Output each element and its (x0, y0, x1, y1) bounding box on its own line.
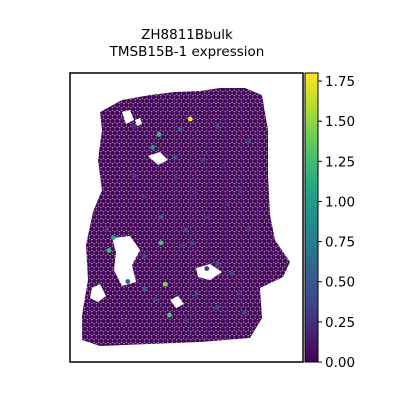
colorbar-tick-label: 1.00 (325, 194, 355, 210)
expression-spot (204, 266, 210, 271)
expression-spot (194, 188, 199, 194)
expression-spot (183, 227, 189, 233)
expression-spot (167, 312, 172, 318)
colorbar-tick-label: 0.25 (325, 315, 355, 331)
hole-top-small (135, 118, 142, 126)
hole-lower-left (90, 284, 106, 302)
expression-spot (183, 317, 189, 323)
expression-spot (229, 271, 235, 277)
expression-spot (235, 292, 241, 297)
colorbar-tick-label: 1.25 (325, 154, 355, 170)
expression-spot (156, 132, 162, 137)
expression-spot (142, 194, 147, 199)
expression-spot (142, 286, 147, 292)
colorbar-ticks: 0.00 0.25 0.50 0.75 1.00 1.25 1.50 1.75 (318, 74, 355, 371)
expression-spot (237, 188, 243, 194)
expression-spot (125, 279, 131, 284)
expression-spot (241, 310, 247, 315)
colorbar (304, 72, 319, 363)
expression-spot (158, 214, 164, 220)
hole-upper (148, 152, 168, 165)
expression-spot (142, 253, 147, 259)
expression-spot (179, 243, 185, 248)
expression-spot (214, 304, 220, 310)
expression-spot (214, 124, 220, 130)
hole-top (122, 110, 134, 124)
expression-spot (121, 317, 126, 323)
expression-spot (104, 227, 110, 233)
expression-spot (187, 116, 193, 122)
expression-spot (221, 163, 226, 168)
hole-lower-mid (170, 296, 184, 308)
colorbar-tick-label: 0.00 (325, 355, 355, 371)
spot-layer (104, 116, 251, 323)
expression-spot (173, 175, 179, 181)
expression-spot (162, 281, 168, 287)
colorbar-tick-label: 1.50 (325, 114, 355, 130)
expression-spot (246, 139, 251, 145)
hole-left (112, 236, 140, 286)
expression-spot (177, 126, 183, 132)
hole-right (196, 264, 222, 280)
colorbar-tick-label: 0.50 (325, 275, 355, 291)
expression-spot (110, 235, 116, 241)
expression-spot (150, 144, 156, 150)
expression-spot (158, 240, 164, 246)
expression-spot (131, 124, 137, 130)
colorbar-tick-label: 0.75 (325, 235, 355, 251)
expression-spot (131, 173, 137, 179)
expression-spot (152, 297, 158, 302)
expression-spot (246, 227, 251, 233)
expression-spot (204, 214, 210, 220)
chart-title-line1: ZH8811Bbulk (141, 27, 233, 43)
chart-title-line2: TMSB15B-1 expression (109, 44, 265, 60)
expression-spot (173, 155, 179, 161)
expression-spot (200, 157, 206, 163)
expression-spot (106, 248, 112, 253)
expression-spot (194, 292, 199, 297)
expression-spot (225, 201, 231, 207)
expression-spot (189, 240, 195, 246)
expression-spot (214, 261, 220, 266)
tissue-holes (90, 110, 222, 308)
colorbar-tick-label: 1.75 (325, 74, 355, 90)
